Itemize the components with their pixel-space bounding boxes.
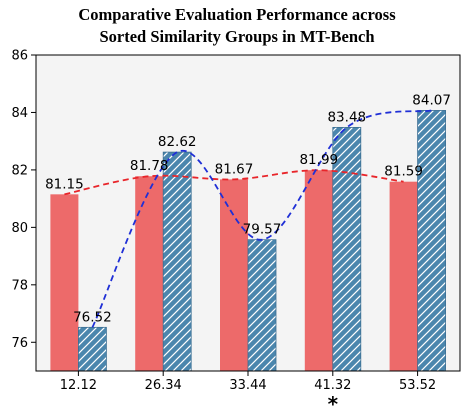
y-tick-label-3: 80 [11,221,28,236]
trendlines-layer [64,109,432,328]
data-label-series-1-cat-4: 81.99 [299,152,338,168]
bar-series-2-cat-1 [78,326,107,372]
chart-title: Comparative Evaluation Performance acros… [0,4,474,48]
y-tick-label-1: 76 [11,336,28,351]
trendline-series-2 [91,109,432,328]
chart-title-line-1: Comparative Evaluation Performance acros… [78,5,396,24]
data-labels-layer: 81.15 76.52 81.78 82.62 81.67 79.57 81.99 83.48… [45,92,451,325]
bar-series-2-cat-5 [417,110,447,372]
y-tick-label-6: 86 [11,49,28,64]
bar-series-1-cat-4 [304,170,333,371]
x-tick-label-2: 26.34 [145,378,182,393]
axes-layer: 76 78 80 82 84 86 12.12 26.34 33.44 41.32 53.52 * [11,49,461,412]
y-tick-label-5: 84 [11,106,28,121]
y-tick-label-2: 78 [11,278,28,293]
data-label-series-2-cat-3: 79.57 [243,222,282,238]
y-tick-label-4: 82 [11,163,28,178]
data-label-series-1-cat-1: 81.15 [45,176,84,192]
x-tick-label-3: 33.44 [229,378,266,393]
annotation-marker: * [328,392,339,412]
trendline-series-1 [64,169,404,196]
data-label-series-2-cat-1: 76.52 [73,309,112,325]
bar-series-2-cat-3 [247,239,277,372]
bar-series-1-cat-2 [135,176,164,371]
x-tick-label-4: 41.32 [314,378,351,393]
x-tick-label-5: 53.52 [399,378,436,393]
bar-series-1-cat-5 [389,181,418,371]
data-label-series-1-cat-3: 81.67 [215,161,254,177]
bar-series-2-cat-4 [332,126,362,372]
data-label-series-2-cat-2: 82.62 [158,134,197,150]
x-tick-label-1: 12.12 [60,378,97,393]
chart-title-line-2: Sorted Similarity Groups in MT-Bench [99,27,375,46]
bar-series-1-cat-1 [50,194,79,371]
data-label-series-1-cat-5: 81.59 [384,164,423,180]
data-label-series-2-cat-5: 84.07 [412,92,451,108]
data-label-series-2-cat-4: 83.48 [327,109,366,125]
bars-layer [50,110,447,372]
bar-series-1-cat-3 [220,179,248,371]
data-label-series-1-cat-2: 81.78 [130,158,169,174]
bar-series-2-cat-2 [162,151,192,372]
